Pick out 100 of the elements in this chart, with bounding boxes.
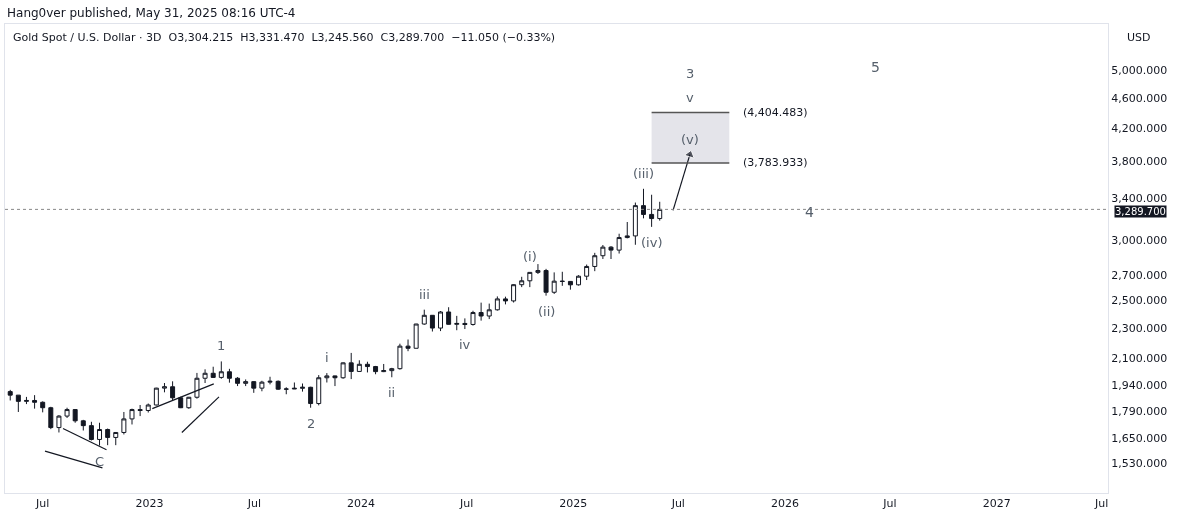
candlestick [446, 306, 452, 326]
annotation: 1 [217, 338, 226, 353]
y-tick-label: 3,800.000 [1111, 155, 1168, 169]
text: Gold Spot / U.S. Dollar · 3D O3,304.215 H3,331.470 L3,245.560 C3,289.700 −11.050 (−0.33%) [13, 31, 556, 44]
candlestick [80, 419, 86, 431]
candlestick [32, 394, 38, 410]
candlestick [291, 381, 297, 390]
candlestick [113, 431, 119, 446]
candlestick [527, 271, 533, 288]
y-tick-label: 2,300.000 [1111, 322, 1168, 336]
annotation: v [686, 90, 694, 105]
candlestick [559, 271, 565, 287]
chart-title: Hang0ver published, May 31, 2025 08:16 UTC-4 [7, 6, 296, 20]
candlestick [340, 361, 346, 380]
candlestick [72, 409, 78, 424]
x-tick-label: 2025 [559, 497, 588, 511]
candlestick [259, 380, 265, 392]
y-tick-label: 2,100.000 [1111, 352, 1168, 366]
candlestick [129, 408, 135, 425]
candlestick [235, 376, 241, 387]
candlestick [7, 389, 13, 401]
y-tick-label: 3,400.000 [1111, 192, 1168, 206]
annotation: iii [419, 287, 430, 302]
candlestick [438, 310, 444, 332]
ref-line-label: 3,289.700 [1115, 206, 1166, 217]
candlestick [551, 271, 557, 295]
x-tick-label: Jul [246, 497, 261, 511]
x-tick-label: Jul [882, 497, 897, 511]
candlestick [624, 221, 630, 239]
candlestick [356, 359, 362, 373]
y-tick-label: 3,000.000 [1111, 233, 1168, 247]
y-tick-label: 1,650.000 [1111, 432, 1168, 446]
x-tick-label: 2024 [347, 497, 376, 511]
candlestick [429, 314, 435, 333]
candlestick [308, 386, 314, 409]
x-tick-label: 2026 [770, 497, 799, 511]
candlestick [283, 386, 289, 395]
candlestick [389, 367, 395, 378]
candlestick [267, 376, 273, 385]
candlestick [381, 363, 387, 373]
candlestick [470, 310, 476, 327]
candlestick [332, 375, 338, 387]
y-tick-label: 4,600.000 [1111, 91, 1168, 105]
candlestick [137, 404, 143, 417]
annotation: (iv) [641, 235, 663, 250]
y-tick-label: 5,000.000 [1111, 64, 1168, 78]
candlestick [405, 339, 411, 352]
annotation: (iii) [633, 166, 654, 181]
candlestick [210, 366, 216, 379]
candlestick [300, 383, 305, 393]
annotation: 4 [805, 204, 814, 220]
annotation: (i) [523, 249, 537, 264]
candlestick [226, 368, 232, 384]
y-tick-label: 1,530.000 [1111, 457, 1168, 471]
annotation: C [95, 454, 105, 469]
ref-line-label: (4,404.483) [743, 106, 808, 119]
annotation: iv [459, 337, 471, 352]
candlestick [243, 378, 249, 387]
candlestick [121, 411, 127, 435]
y-tick-label: 1,790.000 [1111, 405, 1168, 419]
candlestick [316, 374, 322, 406]
y-tick-label: 2,700.000 [1111, 268, 1168, 282]
candlestick [48, 406, 54, 430]
x-tick-label: Jul [458, 497, 474, 511]
candlestick [535, 263, 541, 275]
candlestick [649, 194, 655, 228]
candlestick [324, 372, 330, 383]
candlestick [567, 280, 573, 291]
candlestick [462, 317, 468, 330]
x-tick-label: Jul [1093, 497, 1109, 511]
candlestick [494, 295, 500, 312]
candlestick [218, 360, 224, 380]
x-tick-label: 2023 [135, 497, 164, 511]
y-axis-title: USD [1127, 31, 1151, 44]
candlestick [478, 302, 484, 322]
annotation: ii [388, 385, 396, 400]
candlestick [657, 201, 663, 222]
candlestick [584, 264, 590, 281]
candlestick [397, 343, 403, 371]
candlestick [23, 396, 29, 405]
annotation: 3 [686, 66, 695, 81]
candlestick [592, 252, 598, 272]
candlestick [519, 276, 525, 288]
candlestick [608, 245, 614, 260]
candlestick [616, 233, 622, 255]
y-tick-label: 1,940.000 [1111, 378, 1168, 392]
candlestick [511, 283, 517, 304]
candlestick [543, 268, 549, 297]
candlestick [348, 352, 354, 380]
candlestick [413, 323, 419, 349]
candlestick [40, 400, 46, 413]
candlestick [454, 315, 460, 331]
candlestick [502, 296, 508, 305]
annotation: 5 [871, 59, 880, 75]
candlestick [275, 379, 281, 391]
candlestick [421, 309, 427, 326]
candlestick [600, 244, 606, 260]
candlestick [15, 394, 21, 413]
annotation: (ii) [538, 304, 556, 319]
y-tick-label: 2,500.000 [1111, 294, 1168, 308]
